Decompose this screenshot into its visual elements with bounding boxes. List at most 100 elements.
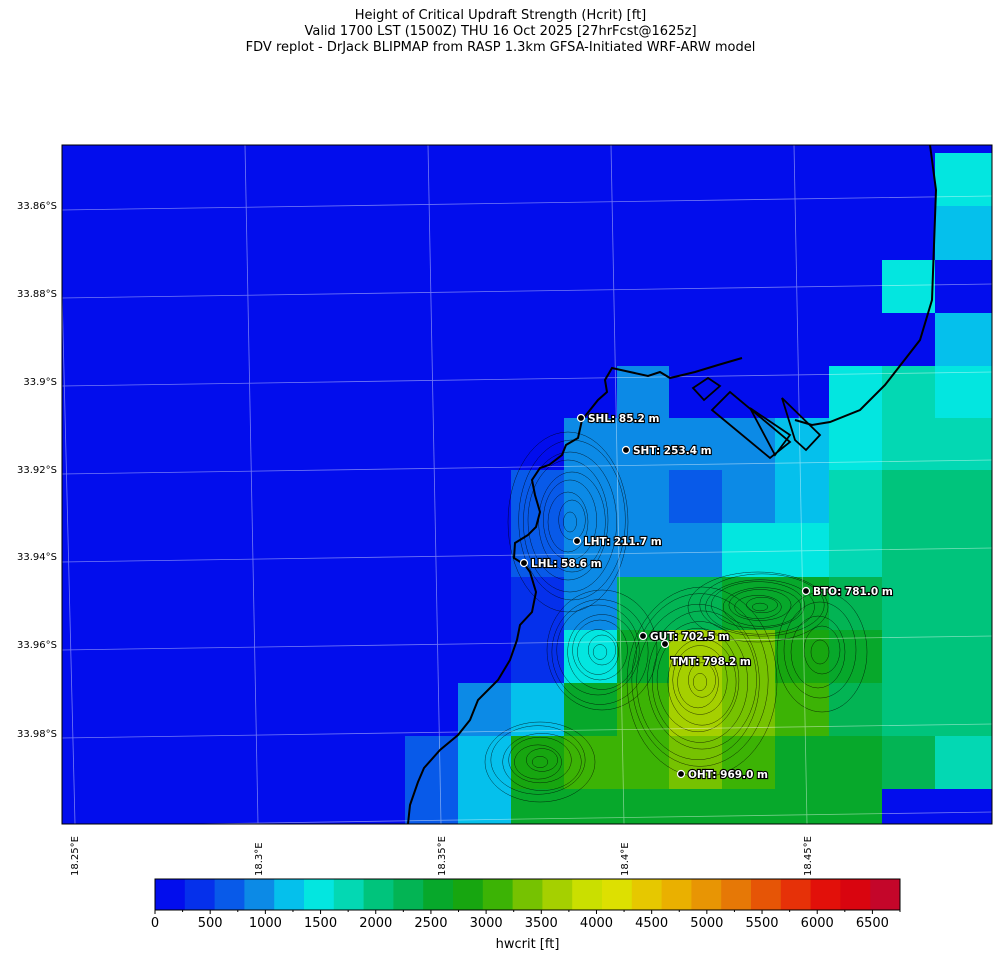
contour-line: [538, 471, 606, 573]
colorbar-swatch: [393, 879, 424, 910]
colorbar-tick-label: 6000: [800, 916, 834, 931]
station: LHT: 211.7 m: [572, 535, 663, 549]
hcrit-cell: [935, 313, 992, 366]
station-dot-icon: [519, 558, 529, 568]
colorbar-swatch: [453, 879, 484, 910]
station: LHL: 58.6 m: [519, 557, 603, 571]
contour-line: [688, 662, 716, 698]
colorbar-tick-label: 1500: [304, 916, 338, 931]
hcrit-cell: [617, 470, 669, 523]
contour-line: [526, 748, 558, 772]
hcrit-cell: [882, 683, 935, 736]
contour-line: [687, 571, 829, 643]
hcrit-cell: [775, 470, 829, 523]
hcrit-cell: [829, 366, 882, 419]
lat-gridline: [62, 195, 992, 211]
station-dot-icon: [572, 536, 582, 546]
contour-line: [558, 499, 586, 541]
hcrit-cell: [935, 630, 992, 683]
contour-line: [527, 459, 609, 581]
hcrit-cell: [617, 736, 669, 789]
station-dot-icon: [621, 445, 631, 455]
hcrit-cell: [722, 789, 775, 824]
hcrit-cell: [882, 418, 935, 470]
contour-line: [810, 639, 830, 665]
colorbar-tick-label: 4000: [579, 916, 614, 931]
lat-label: 33.88°S: [17, 289, 57, 300]
title-line-1: Height of Critical Updraft Strength (Hcr…: [354, 8, 647, 23]
hcrit-cell: [829, 523, 882, 577]
hcrit-cell: [617, 523, 669, 577]
plot-frame: [61, 144, 993, 825]
contour-line: [514, 744, 562, 780]
colorbar-tick-label: 4500: [635, 916, 669, 931]
hcrit-cell: [775, 630, 829, 683]
station-markers: SHL: 85.2 m SHT: 253.4 m LHT: 211.7 m LHL: …: [519, 412, 894, 782]
station: GUT: 702.5 m: [638, 630, 731, 644]
colorbar-swatch: [244, 879, 275, 910]
hcrit-cell: [669, 683, 722, 736]
hcrit-cell: [564, 470, 617, 523]
hcrit-cell: [564, 523, 617, 577]
colorbar-swatch: [602, 879, 633, 910]
station: OHT: 969.0 m: [676, 768, 769, 782]
hcrit-grid-cells: [405, 153, 992, 824]
hcrit-cell: [511, 523, 564, 577]
hcrit-cell: [882, 260, 935, 313]
colorbar-tick-label: 500: [197, 916, 223, 931]
colorbar-tick-label: 5500: [745, 916, 779, 931]
contour-line: [518, 439, 626, 601]
hcrit-cell: [935, 523, 992, 577]
colorbar-swatch: [840, 879, 871, 910]
station: BTO: 781.0 m: [801, 585, 894, 599]
hcrit-cell: [775, 789, 829, 824]
colorbar-tick-label: 5000: [690, 916, 724, 931]
hcrit-cell: [669, 736, 722, 789]
lat-label: 33.94°S: [17, 552, 57, 563]
hcrit-cell: [829, 736, 882, 789]
contour-line: [523, 451, 617, 593]
colorbar-tick-label: 3000: [469, 916, 503, 931]
hcrit-cell: [829, 577, 882, 630]
colorbar-swatch: [274, 879, 305, 910]
hcrit-cell: [511, 736, 564, 789]
station-label: BTO: 781.0 m: [813, 586, 893, 598]
colorbar-frame: [154, 878, 901, 911]
contour-line: [546, 589, 658, 711]
contour-line: [484, 721, 596, 803]
hcrit-cell: [829, 789, 882, 824]
lat-label: 33.92°S: [17, 465, 57, 476]
colorbar-swatch: [333, 879, 365, 910]
station-dot-icon: [676, 769, 686, 779]
contour-line: [783, 601, 857, 699]
hcrit-cell: [882, 366, 935, 419]
contour-line: [711, 581, 805, 629]
title-line-3: FDV replot - DrJack BLIPMAP from RASP 1.…: [245, 40, 756, 55]
hcrit-cell: [882, 577, 935, 630]
title-line-2: Valid 1700 LST (1500Z) THU 16 Oct 2025 […: [304, 24, 697, 39]
station: SHL: 85.2 m: [576, 412, 661, 426]
contour-line: [543, 479, 597, 561]
hcrit-cell: [882, 523, 935, 577]
colorbar-swatch: [721, 879, 752, 910]
colorbar-swatch: [780, 879, 812, 910]
lon-label: 18.25°E: [70, 836, 81, 876]
contour-line: [556, 604, 640, 696]
station-label: LHT: 211.7 m: [584, 536, 662, 548]
contour-line: [577, 629, 619, 675]
lat-gridline: [62, 459, 992, 475]
hcrit-cell: [617, 418, 669, 470]
hcrit-cell: [829, 418, 882, 470]
hcrit-cell: [935, 153, 992, 206]
hcrit-cell: [935, 366, 992, 418]
hcrit-cell: [564, 789, 617, 824]
hcrit-cell: [722, 523, 775, 577]
hcrit-cell: [669, 789, 722, 824]
station-dot-icon: [660, 639, 670, 649]
contour-line: [490, 725, 586, 795]
colorbar-swatch: [184, 879, 216, 910]
station-dot-icon: [801, 586, 811, 596]
contour-line: [790, 615, 846, 689]
lat-label: 33.96°S: [17, 640, 57, 651]
